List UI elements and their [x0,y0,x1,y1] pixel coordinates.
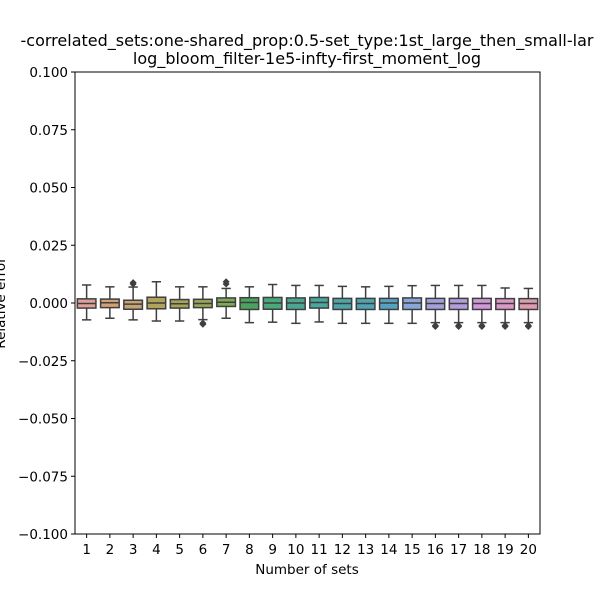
box-1 [76,284,97,321]
box-17 [448,284,469,331]
outlier-marker [455,323,463,331]
x-tick-label: 14 [380,542,397,558]
x-tick-label: 1 [82,542,91,558]
iqr-box [378,297,399,311]
y-tick-label: 0.025 [29,238,68,254]
outlier-marker [431,323,439,331]
box-7 [216,278,237,319]
y-tick-label: 0.100 [29,65,68,81]
box-4 [146,280,167,322]
x-axis-label: Number of sets [255,562,359,578]
outlier-marker [501,323,509,331]
outlier-marker [478,323,486,331]
x-tick-label: 4 [152,542,161,558]
box-12 [332,285,353,325]
x-tick-label: 16 [427,542,444,558]
outlier-marker [222,278,230,286]
x-tick-label: 3 [129,542,138,558]
box-8 [239,286,260,324]
box-11 [309,284,330,323]
y-tick-label: −0.025 [18,354,68,370]
x-tick-label: 7 [222,542,231,558]
x-tick-label: 18 [473,542,490,558]
chart-title-line-1: -correlated_sets:one-shared_prop:0.5-set… [21,31,594,51]
y-axis: −0.100 −0.075 −0.050 −0.025 0.000 0.025 0.050 0… [18,65,75,543]
x-tick-label: 13 [357,542,374,558]
box-14 [378,285,399,325]
outlier-marker [129,280,137,288]
box-6 [192,286,213,328]
box-2 [99,286,120,319]
x-tick-label: 8 [245,542,254,558]
y-tick-label: 0.000 [29,296,68,312]
box-20 [518,287,539,331]
plot-frame [74,71,541,535]
x-tick-label: 19 [497,542,514,558]
box-16 [425,284,446,331]
box-9 [262,283,283,323]
x-tick-label: 6 [199,542,208,558]
box-19 [495,287,516,331]
x-tick-label: 20 [520,542,537,558]
box-18 [471,284,492,331]
outlier-marker [524,323,532,331]
box-10 [285,284,306,325]
box-13 [355,286,376,325]
box-15 [402,284,423,325]
y-axis-label: Relative error [0,257,9,349]
x-tick-label: 11 [311,542,328,558]
chart-title-line-2: log_bloom_filter-1e5-infty-first_moment_… [133,49,481,69]
x-tick-label: 10 [287,542,304,558]
x-axis: 1 2 3 4 5 6 7 8 9 10 11 12 13 14 15 16 17 18 19 20 [82,534,537,558]
x-tick-label: 2 [106,542,115,558]
y-tick-label: −0.050 [18,412,68,428]
box-3 [123,279,144,321]
x-tick-label: 15 [404,542,421,558]
x-tick-label: 17 [450,542,467,558]
y-tick-label: 0.075 [29,123,68,139]
x-tick-label: 9 [268,542,277,558]
boxes-layer [76,278,539,331]
box-5 [169,286,190,322]
y-tick-label: −0.100 [18,527,68,543]
y-tick-label: −0.075 [18,469,68,485]
y-tick-label: 0.050 [29,181,68,197]
outlier-marker [199,320,207,328]
x-tick-label: 12 [334,542,351,558]
iqr-box [239,296,260,311]
x-tick-label: 5 [175,542,184,558]
